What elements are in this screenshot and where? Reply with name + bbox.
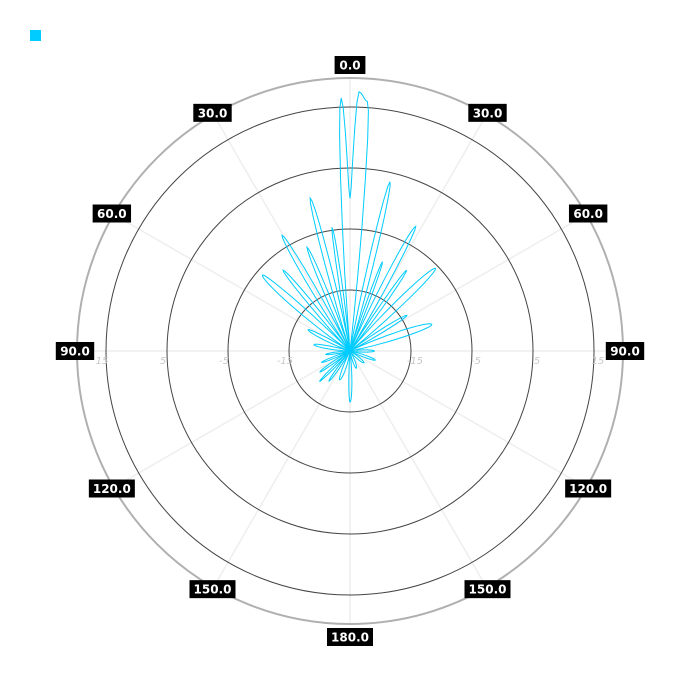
angle-label-text: 120.0 (93, 482, 131, 496)
legend-swatch (30, 30, 41, 41)
spoke-line (113, 350, 351, 489)
angle-label: 150.0 (464, 580, 511, 599)
angle-label: 150.0 (189, 580, 236, 599)
angle-label-text: 60.0 (97, 207, 127, 221)
angle-label-bg (464, 580, 511, 599)
angle-label: 60.0 (568, 204, 608, 223)
angle-label-bg (88, 479, 135, 498)
angle-label-bg (327, 628, 373, 646)
angle-tick-labels: 0.0 30.0 60.0 90.0 120.0 150.0 180.0 150.0 120.0… (55, 56, 645, 646)
angle-label-text: 150.0 (469, 583, 507, 597)
spoke-line (349, 350, 488, 588)
angle-label-bg (334, 56, 366, 74)
angle-label: 180.0 (327, 628, 373, 646)
angle-label-bg (193, 103, 232, 122)
radial-tick-label: 5 (160, 356, 166, 367)
angle-label-bg (55, 342, 95, 360)
angle-label-text: 150.0 (194, 583, 232, 597)
angle-label-text: 90.0 (60, 345, 90, 359)
spoke-line (113, 213, 351, 352)
angle-label-bg (92, 204, 132, 223)
radial-tick-label: -5 (219, 356, 229, 367)
angle-label-text: 30.0 (473, 106, 503, 120)
angle-label: 30.0 (468, 103, 507, 122)
angle-label: 60.0 (92, 204, 132, 223)
angle-label-bg (189, 580, 236, 599)
ring-15 (105, 106, 595, 596)
angle-label-text: 60.0 (573, 207, 603, 221)
angle-label: 120.0 (565, 479, 612, 498)
radial-tick-label: 15 (592, 356, 605, 367)
radial-tick-label: 15 (96, 356, 109, 367)
radial-tick-label: -15 (277, 356, 293, 367)
angle-label-text: 120.0 (569, 482, 607, 496)
angle-label: 30.0 (193, 103, 232, 122)
ring--15 (288, 289, 412, 413)
angle-label-bg (568, 204, 608, 223)
radial-tick-label: -5 (471, 356, 481, 367)
angle-label-bg (565, 479, 612, 498)
spoke-line (212, 350, 351, 588)
angle-label: 90.0 (605, 342, 645, 360)
radial-tick-label: 5 (534, 356, 540, 367)
angle-label-text: 180.0 (331, 631, 369, 645)
angle-label-bg (605, 342, 645, 360)
spoke-line (349, 350, 587, 489)
angle-label: 120.0 (88, 479, 135, 498)
radial-tick-label: -15 (407, 356, 423, 367)
radial-tick-labels: -15 -15 -5 -5 5 5 15 15 (96, 356, 605, 367)
ring--5 (227, 228, 473, 474)
angle-label-bg (468, 103, 507, 122)
angle-label: 90.0 (55, 342, 95, 360)
angle-label-text: 30.0 (198, 106, 228, 120)
series-line (262, 91, 437, 403)
angle-label-text: 0.0 (339, 59, 360, 73)
ring-5 (166, 167, 534, 535)
spoke-line (212, 114, 351, 352)
angle-label: 0.0 (334, 56, 366, 74)
angle-label-text: 90.0 (610, 345, 640, 359)
